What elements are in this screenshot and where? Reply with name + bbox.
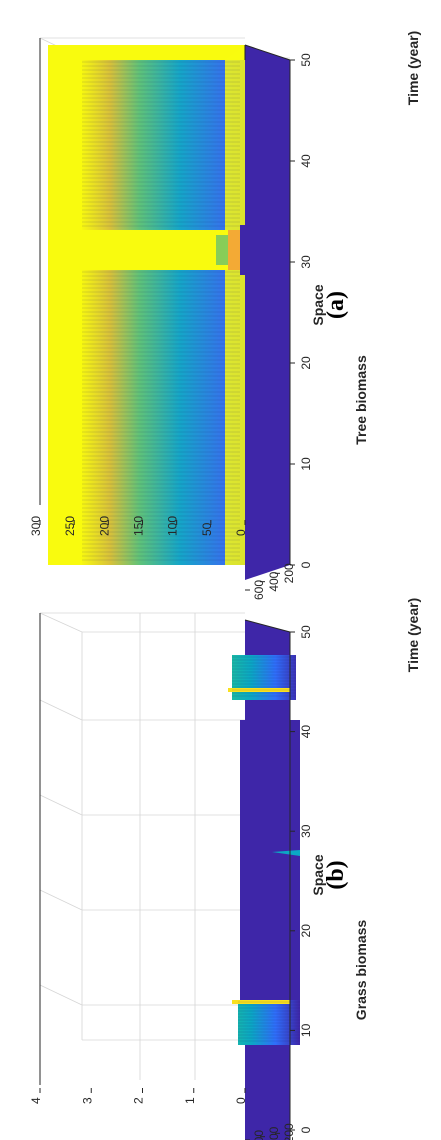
panel-b-xlabel: Space — [310, 854, 326, 895]
panel-b-x-ticks: 0 10 20 30 40 50 — [290, 625, 313, 1133]
z-tick-label: 100 — [166, 516, 180, 536]
z-tick-label: 150 — [132, 516, 146, 536]
z-tick-label: 0 — [234, 529, 248, 536]
x-tick-label: 20 — [299, 356, 313, 370]
panel-b-axes — [39, 613, 291, 1140]
z-tick-label: 4 — [29, 1097, 43, 1104]
z-tick-label: 1 — [183, 1097, 197, 1104]
x-tick-label: 0 — [299, 561, 313, 568]
x-tick-label: 40 — [299, 154, 313, 168]
z-tick-label: 200 — [97, 516, 111, 536]
panel-a-zlabel: Tree biomass — [353, 355, 369, 445]
z-tick-label: 2 — [132, 1097, 146, 1104]
x-tick-label: 0 — [299, 1126, 313, 1133]
panel-b-ylabel: Time (year) — [405, 598, 421, 672]
x-tick-label: 30 — [299, 824, 313, 838]
y-tick-label: 200 — [282, 1123, 296, 1140]
x-tick-label: 20 — [299, 924, 313, 938]
spike-40 — [228, 688, 290, 692]
y-tick-label: 600 — [252, 580, 266, 600]
band-40 — [232, 655, 296, 700]
y-tick-label: 600 — [252, 1130, 266, 1140]
panel-a-ylabel: Time (year) — [405, 31, 421, 105]
x-tick-label: 30 — [299, 255, 313, 269]
x-tick-label: 40 — [299, 725, 313, 739]
y-tick-label: 400 — [267, 1126, 281, 1140]
panel-a-xlabel: Space — [310, 284, 326, 325]
y-tick-label: 400 — [267, 571, 281, 591]
spike-9 — [232, 1000, 290, 1004]
x-tick-label: 10 — [299, 457, 313, 471]
panel-a-surface — [48, 45, 290, 580]
floor — [245, 45, 290, 580]
panel-a-axes — [39, 38, 291, 565]
band-0 — [238, 1000, 300, 1045]
y-tick-label: 200 — [282, 563, 296, 583]
panel-b-surface — [228, 620, 300, 1140]
panel-a-x-ticks: 0 10 20 30 40 50 — [290, 53, 313, 568]
z-tick-label: 0 — [234, 1097, 248, 1104]
panel-a-z-ticks: 0 50 100 150 200 250 300 — [29, 516, 248, 536]
x-tick-label: 10 — [299, 1023, 313, 1037]
panel-b-id: (b) — [323, 860, 349, 889]
z-tick-label: 3 — [80, 1097, 94, 1104]
x-tick-label: 50 — [299, 625, 313, 639]
z-tick-label: 300 — [29, 516, 43, 536]
x-tick-label: 50 — [299, 53, 313, 67]
small-spike — [272, 850, 300, 856]
panel-b-z-ticks: 0 1 2 3 4 — [29, 1088, 248, 1104]
z-tick-label: 250 — [63, 516, 77, 536]
panel-b-zlabel: Grass biomass — [353, 920, 369, 1021]
z-tick-label: 50 — [200, 522, 214, 536]
panel-a-id: (a) — [323, 291, 349, 319]
